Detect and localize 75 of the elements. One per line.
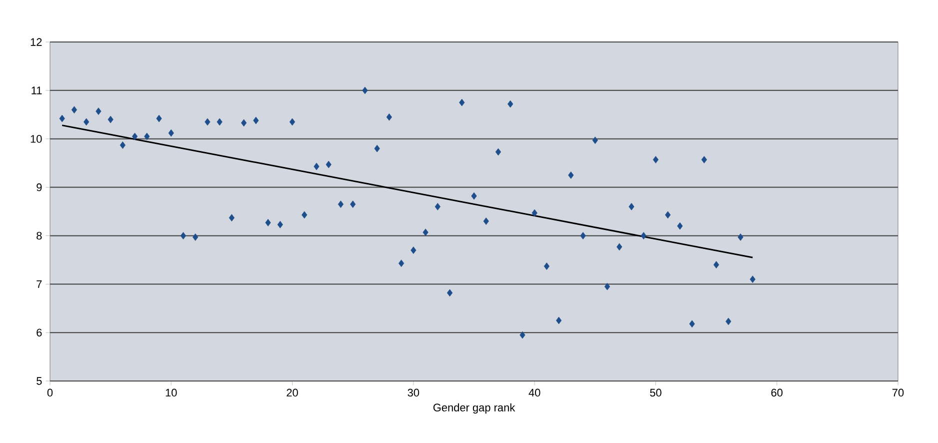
x-tick-label: 30 [408,388,420,397]
point [314,162,320,170]
point [374,144,380,152]
point [120,141,126,149]
point [665,211,671,219]
point [544,262,550,270]
y-tick-label: 11 [32,86,42,94]
point [156,114,162,122]
x-tick-label: 10 [166,388,177,397]
point [59,114,65,122]
point [434,202,440,210]
point [302,211,308,219]
point [689,320,695,328]
point [326,160,332,168]
x-tick-label: 40 [528,388,540,397]
point [738,233,744,241]
point [471,192,477,200]
point [568,171,574,179]
point [216,118,222,126]
point [446,289,453,297]
point [96,108,102,115]
point [350,200,356,208]
point [168,129,174,137]
point [508,100,514,108]
point [398,260,404,268]
point [726,318,732,326]
point [289,118,296,126]
point [144,132,150,140]
point [253,116,259,124]
point [84,118,90,126]
point [652,156,659,164]
point [483,218,489,225]
y-tick-label: 5 [36,377,42,385]
y-tick-label: 12 [30,38,42,46]
point [750,276,756,283]
point [241,119,247,127]
y-tick-label: 8 [36,232,42,240]
point [362,86,368,94]
x-tick-label: 70 [892,388,904,397]
y-tick-label: 6 [36,328,42,336]
point [422,228,428,236]
y-tick-label: 7 [36,280,42,288]
point [616,243,622,251]
x-tick-label: 20 [286,388,298,397]
point [592,136,598,144]
point [701,156,707,164]
y-tick-label: 9 [36,183,42,192]
point [640,232,646,240]
point [459,98,465,106]
point [192,233,198,241]
point [132,132,138,140]
point [580,232,586,240]
point [495,148,502,156]
point [410,246,416,254]
point [628,202,634,210]
point [338,200,344,208]
point [556,316,562,324]
point [204,118,210,126]
x-axis-title: Gender gap rank [433,403,516,414]
x-tick-label: 0 [47,388,53,397]
x-tick-label: 60 [771,388,783,397]
point [604,282,610,290]
point [265,218,271,226]
point [71,106,78,114]
point [108,116,114,124]
point [677,222,683,230]
x-tick-label: 50 [650,388,662,397]
point [520,331,526,339]
point [532,209,538,217]
point [277,220,283,228]
point [180,232,186,240]
y-tick-label: 10 [30,134,42,143]
point [228,214,235,222]
point [713,261,720,268]
point [386,113,392,121]
